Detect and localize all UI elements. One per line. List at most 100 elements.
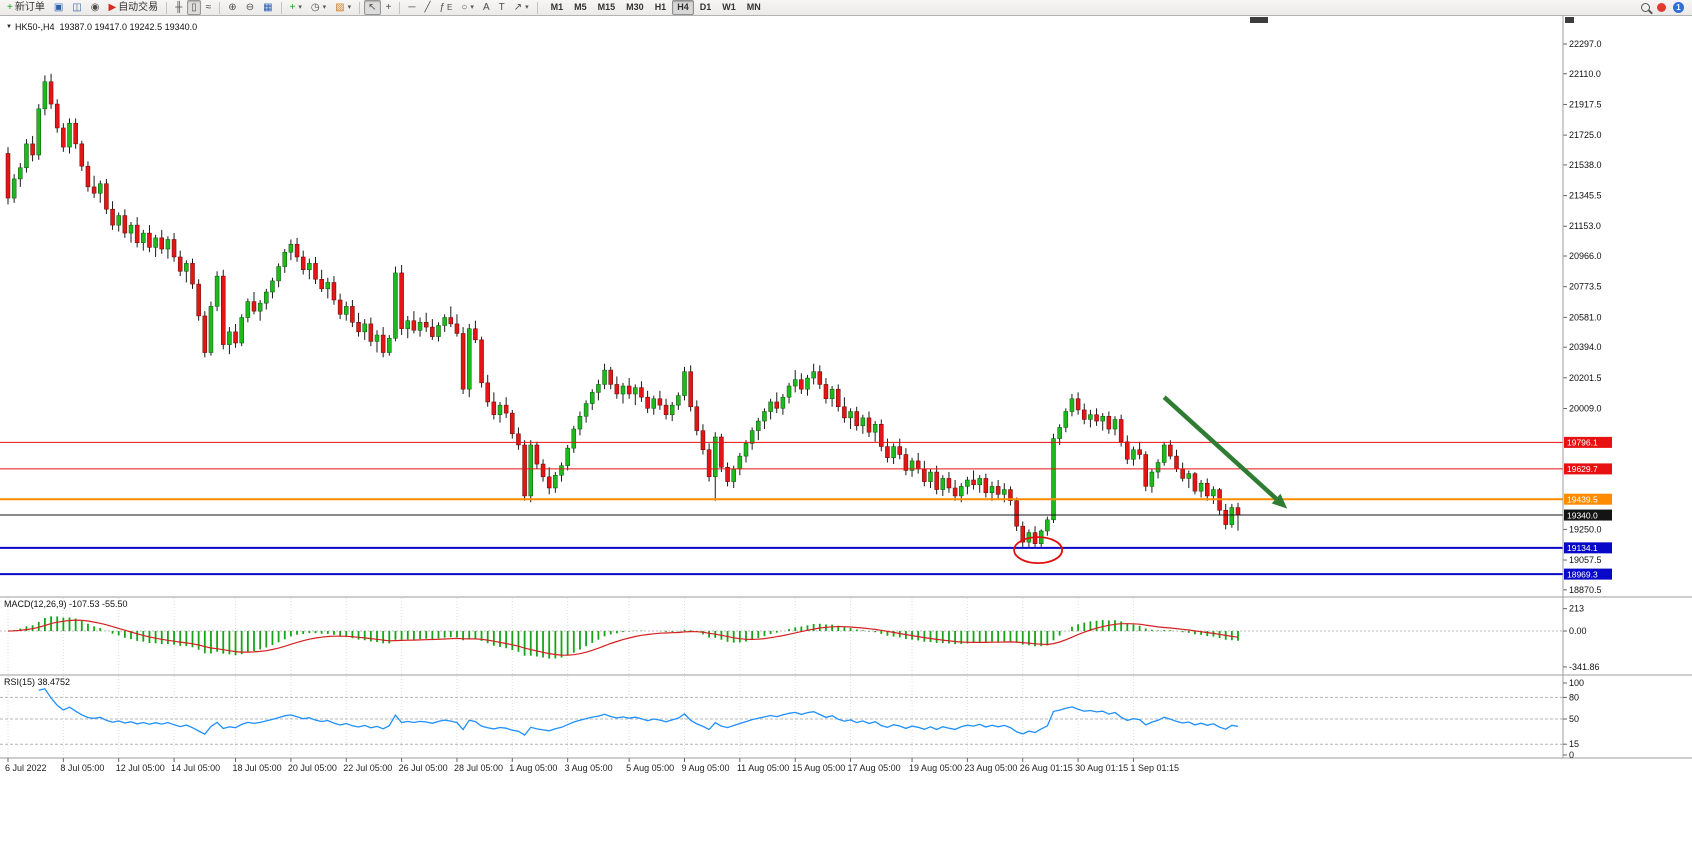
navigator-button[interactable]: ◉ (87, 0, 104, 15)
candle-body (147, 232, 152, 248)
candle-body (214, 275, 220, 307)
timeframe-button-H4[interactable]: H4 (672, 0, 694, 15)
candle-body (1155, 462, 1161, 473)
timeframe-button-M5[interactable]: M5 (574, 2, 587, 12)
candle-body (915, 460, 921, 470)
price-axis-tick: 21345.5 (1569, 191, 1602, 201)
candle-body (319, 279, 324, 290)
search-icon[interactable] (1641, 3, 1650, 12)
timeframe-button-M1[interactable]: M1 (550, 2, 564, 12)
timeframe-button-D1[interactable]: D1 (699, 2, 712, 12)
periods-button[interactable]: ◷ ▾ (307, 0, 330, 15)
price-level-label-box (1564, 542, 1612, 554)
candle-body (528, 444, 533, 497)
candle-body (42, 81, 48, 110)
candle-body (749, 430, 755, 444)
candle-body (626, 385, 632, 395)
toolbar-right-cluster: 1 (1641, 2, 1689, 13)
candle-body (1045, 519, 1050, 532)
candle-body (1149, 471, 1155, 487)
candle-body (1088, 414, 1093, 420)
timeframe-button-MN[interactable]: MN (746, 2, 761, 12)
chevron-down-icon: ▾ (347, 4, 352, 11)
market-watch-icon: ▣ (53, 2, 64, 13)
toolbar-separator (280, 1, 282, 14)
price-level-label: 19439.5 (1567, 495, 1598, 505)
macd-axis-tick: 213 (1569, 604, 1584, 614)
candle-body (1118, 419, 1124, 443)
chart-window[interactable]: 19796.1 19629.7 19439.5 19340.0 19134.1 18969… (0, 16, 1692, 841)
candle-body (903, 454, 909, 471)
candle-body (239, 317, 244, 344)
price-axis-tick: 20394.0 (1569, 342, 1602, 352)
chart-canvas[interactable]: 19796.1 19629.7 19439.5 19340.0 19134.1 18969… (0, 16, 1692, 841)
candle-body (159, 237, 164, 250)
time-axis-label: 20 Jul 05:00 (288, 763, 337, 773)
timeframe-button-M30[interactable]: M30 (626, 2, 644, 12)
templates-button[interactable]: ▨ ▾ (331, 0, 355, 15)
chevron-down-icon: ▾ (298, 4, 302, 11)
candle-body (1131, 449, 1136, 460)
auto-trading-button[interactable]: ▶ 自动交易 (104, 0, 162, 15)
new-order-button[interactable]: + 新订单 (3, 0, 49, 15)
candle-body (633, 387, 638, 395)
arrows-button[interactable]: ↗ ▾ (510, 0, 533, 15)
tile-windows-button[interactable]: ▦ (259, 0, 276, 15)
bar-chart-button[interactable]: ╫ (171, 0, 186, 15)
zoom-in-button[interactable]: ⊕ (224, 0, 240, 15)
trendline-button[interactable]: ╱ (420, 0, 434, 15)
candle-body (971, 479, 976, 486)
time-axis-label: 11 Aug 05:00 (737, 763, 789, 773)
bar-chart-icon: ╫ (175, 2, 183, 13)
crosshair-button[interactable]: + (382, 0, 396, 15)
trend-arrow-annotation[interactable] (1162, 395, 1278, 501)
candle-body (233, 331, 238, 344)
timeframe-button-M15[interactable]: M15 (597, 2, 616, 12)
candle-body (614, 384, 620, 395)
text-button[interactable]: A (479, 0, 494, 15)
macd-indicator-label: MACD(12,26,9) -107.53 -55.50 (4, 599, 128, 609)
tile-windows-icon: ▦ (263, 2, 273, 13)
candle-body (399, 272, 404, 329)
text-label-button[interactable]: T (495, 0, 509, 15)
candle-body (836, 388, 841, 407)
candle-body (1229, 507, 1235, 525)
candle-body (965, 479, 970, 487)
candlestick-chart-button[interactable]: ▯ (187, 0, 201, 15)
rsi-axis-tick: 100 (1569, 678, 1584, 688)
time-axis-label: 22 Jul 05:00 (343, 763, 392, 773)
notification-red-dot[interactable] (1657, 3, 1666, 12)
cursor-button[interactable]: ↖ (364, 0, 381, 15)
cursor-icon: ↖ (368, 2, 377, 13)
candle-body (669, 404, 675, 415)
rsi-axis-tick: 15 (1569, 739, 1579, 749)
candle-body (460, 333, 466, 390)
timeframe-button-H1[interactable]: H1 (654, 2, 667, 12)
time-axis-label: 5 Aug 05:00 (626, 763, 674, 773)
candle-body (190, 263, 195, 285)
indicators-button[interactable]: + ▾ (286, 0, 306, 15)
main-toolbar: + 新订单 ▣ ◫ ◉ ▶ 自动交易 ╫ ▯ ≈ ⊕ ⊖ ▦ + ▾ ◷ ▾ ▨ ▾ … (0, 0, 1692, 16)
candle-body (116, 215, 121, 226)
market-watch-button[interactable]: ▣ (50, 0, 67, 15)
candle-body (165, 239, 171, 250)
price-axis-tick: 20966.0 (1569, 251, 1602, 261)
ellipse-annotation[interactable] (1013, 536, 1064, 564)
chevron-down-icon: ▾ (525, 4, 529, 11)
line-chart-button[interactable]: ≈ (202, 0, 216, 15)
data-window-icon: ◫ (72, 2, 82, 13)
data-window-button[interactable]: ◫ (68, 0, 85, 15)
price-axis-tick: 21153.0 (1569, 221, 1601, 231)
shapes-button[interactable]: ○ ▾ (457, 0, 478, 15)
candle-body (1100, 416, 1105, 422)
timeframe-button-W1[interactable]: W1 (722, 2, 736, 12)
horizontal-line-button[interactable]: ─ (404, 0, 419, 15)
chart-shift-toggle[interactable] (1565, 17, 1574, 23)
zoom-out-button[interactable]: ⊖ (242, 0, 258, 15)
notification-badge[interactable]: 1 (1673, 2, 1684, 13)
candle-body (497, 404, 503, 415)
candle-body (196, 283, 201, 317)
indicators-icon: + (289, 2, 296, 13)
chart-shift-marker[interactable] (1250, 17, 1268, 23)
